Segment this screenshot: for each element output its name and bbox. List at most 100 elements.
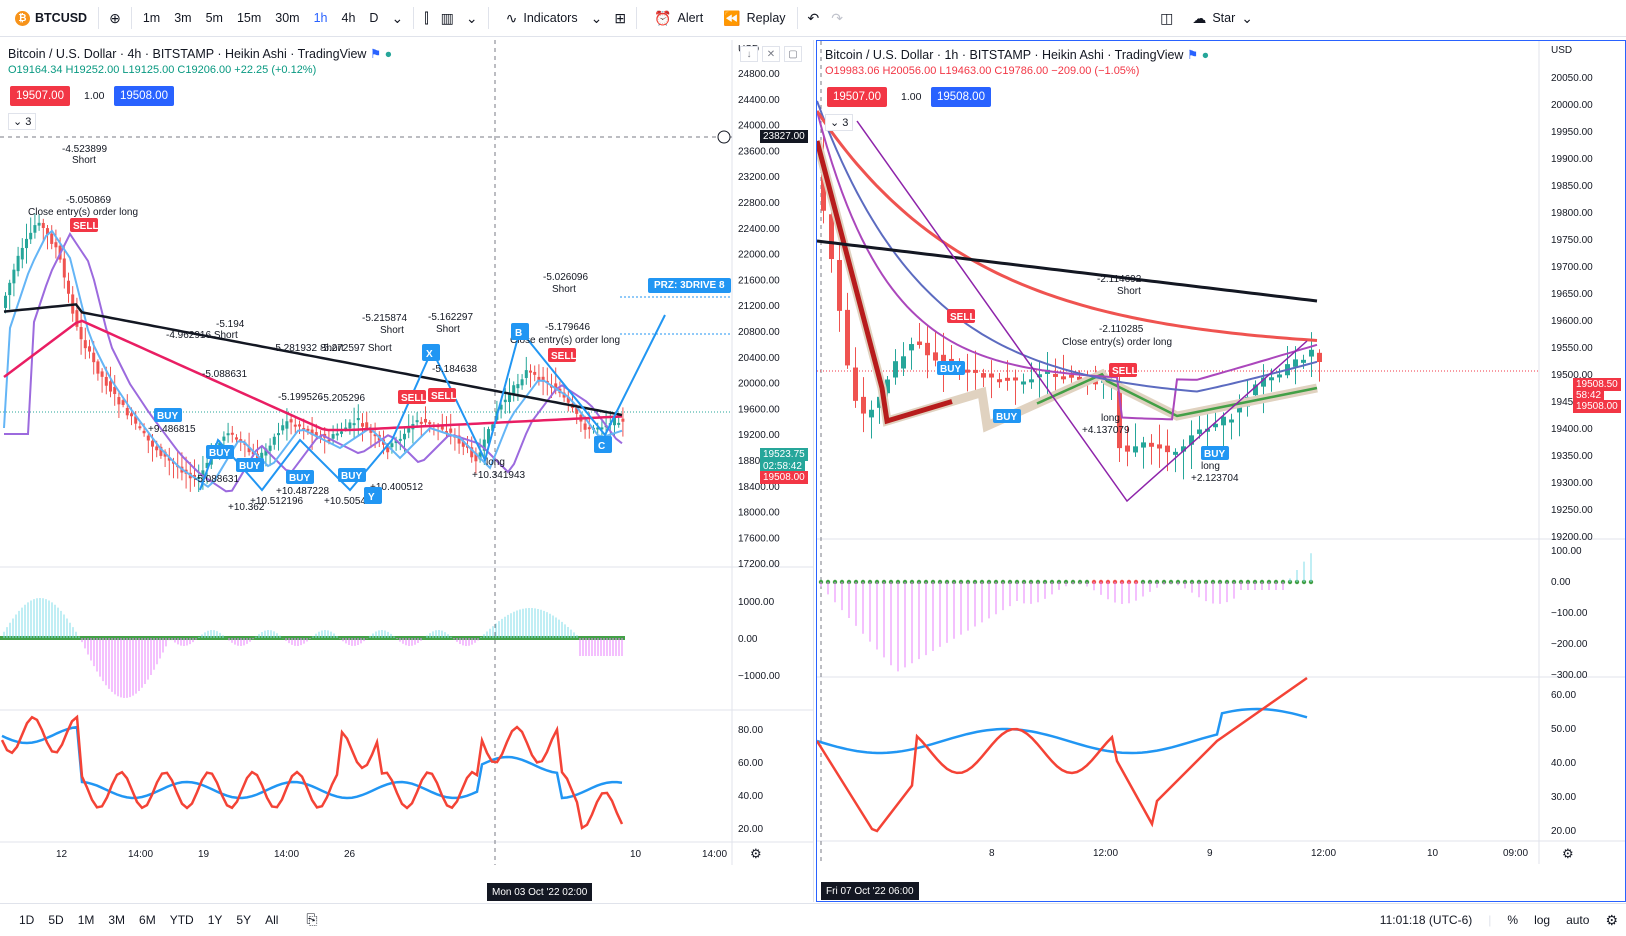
candle [50,233,54,244]
prz-label: PRZ: 3DRIVE 8 [648,278,731,293]
indicators-button[interactable]: ∿ Indicators [493,0,585,37]
tf-4h[interactable]: 4h [341,11,356,25]
tf-d[interactable]: D [369,11,379,25]
strategy-annotation: +2.123704 [1191,473,1239,484]
candle [474,452,478,462]
chevron-down-icon[interactable]: ⌄ [391,9,404,26]
tf-30m[interactable]: 30m [275,11,300,25]
sell-button[interactable]: 19507.00 [827,87,887,107]
star-layout-button[interactable]: ☁ Star ⌄ [1179,0,1266,37]
range-3m[interactable]: 3M [108,912,126,927]
range-1d[interactable]: 1D [19,912,35,927]
redo-icon[interactable]: ↷ [831,9,844,26]
tf-15m[interactable]: 15m [236,11,262,25]
range-5d[interactable]: 5D [48,912,64,927]
candle [925,342,930,356]
chart-canvas-4h[interactable]: USD24800.0024400.0024000.0023600.0023200… [0,40,814,902]
chart-pane-4h[interactable]: USD24800.0024400.0024000.0023600.0023200… [0,40,814,902]
rewind-icon: ⏪ [723,9,741,26]
quantity[interactable]: 1.00 [901,91,922,103]
tf-1m[interactable]: 1m [142,11,161,25]
price-tick: 22800.00 [738,198,780,209]
price-tick: 17200.00 [738,559,780,570]
bottom-right-controls: 11:01:18 (UTC-6) | % log auto ⚙ [1372,904,1626,936]
layout-split-icon[interactable]: ◫ [1160,9,1174,26]
maximize-icon[interactable]: ▢ [784,46,802,62]
buy-button[interactable]: 19508.00 [931,87,991,107]
chart-canvas-1h[interactable]: USD 20050.00 20000.00 19950.00 19900.00 19850… [817,41,1625,901]
strategy-annotation: +4.137079 [1082,425,1130,436]
candle [428,422,432,425]
candle-style-icon[interactable]: ▥ [440,9,454,26]
layouts-grid-icon[interactable]: ⊞ [614,9,627,26]
chevron-down-icon[interactable]: ⌄ [465,9,478,26]
chevron-down-icon[interactable]: ⌄ [590,9,603,26]
replay-button[interactable]: ⏪ Replay [710,0,792,37]
price-tick: 20050.00 [1551,73,1593,84]
time-tick: 12 [56,849,68,860]
percent-toggle[interactable]: % [1507,913,1519,927]
quantity[interactable]: 1.00 [84,90,105,102]
candle [869,409,874,418]
symbol-search[interactable]: ₿ BTCUSD [8,0,94,37]
candle [837,260,842,311]
candle [1077,376,1082,380]
indicators-collapse[interactable]: ⌄ 3 [825,114,854,131]
rsi-line-red [0,714,624,830]
indicator-count: 3 [25,116,32,128]
trade-tag-bg [947,309,975,323]
buy-button[interactable]: 19508.00 [114,86,174,106]
range-6m[interactable]: 6M [139,912,156,927]
ask-price-tag: 19508.00 [760,471,808,484]
compare-add-icon[interactable]: ⊕ [109,9,121,26]
close-icon[interactable]: ✕ [762,46,780,62]
top-toolbar: ₿ BTCUSD ⊕ 1m 3m 5m 15m 30m 1h 4h D ⌄ ⫿ … [0,0,1626,37]
candle [361,423,364,427]
status-dot-icon: ● [1201,48,1210,62]
time-tick: 12:00 [1093,848,1118,859]
pattern-point-bg [511,323,529,340]
candle [251,451,255,455]
auto-toggle[interactable]: auto [1566,913,1590,927]
undo-icon[interactable]: ↶ [807,9,820,26]
sell-button[interactable]: 19507.00 [10,86,70,106]
arrow-down-icon[interactable]: ↓ [740,46,758,62]
tf-3m[interactable]: 3m [174,11,192,25]
candle [25,238,28,249]
candle [1013,377,1018,381]
candle [1021,381,1026,385]
settings-gear-icon[interactable]: ⚙ [1605,911,1618,928]
indicators-collapse[interactable]: ⌄ 3 [8,113,37,130]
candle [1189,435,1194,445]
candle [205,462,209,468]
log-toggle[interactable]: log [1534,913,1551,927]
tf-5m[interactable]: 5m [205,11,223,25]
strategy-annotation: -4.523899 [62,144,107,155]
chart-pane-1h[interactable]: USD 20050.00 20000.00 19950.00 19900.00 19850… [816,40,1626,902]
date-range-icon[interactable]: ⎘ [306,911,318,927]
strategy-annotation: -5.088631 [202,369,247,380]
ohlc-values: O19983.06 H20056.00 L19463.00 C19786.00 … [825,65,1140,77]
bottom-toolbar: 1D 5D 1M 3M 6M YTD 1Y 5Y All ⎘ 11:01:18 … [0,903,1626,935]
candle [369,430,373,433]
candle [1053,373,1058,377]
candle [386,446,390,453]
indicators-icon: ∿ [505,9,518,26]
range-1y[interactable]: 1Y [207,912,223,927]
trend-band-green [1036,372,1318,418]
range-ytd[interactable]: YTD [169,912,194,927]
candle [457,435,461,444]
range-1m[interactable]: 1M [77,912,95,927]
tf-1h[interactable]: 1h [313,11,328,25]
candle [117,397,121,405]
candle [1261,377,1266,387]
alert-button[interactable]: ⏰ Alert [641,0,710,37]
candle [159,446,163,456]
bar-style-icon[interactable]: ⫿ [424,9,429,26]
candle [142,430,146,434]
range-all[interactable]: All [265,912,279,927]
candle [1149,442,1154,447]
osc-tick: −300.00 [1551,670,1588,681]
range-5y[interactable]: 5Y [236,912,252,927]
candle [508,392,511,403]
